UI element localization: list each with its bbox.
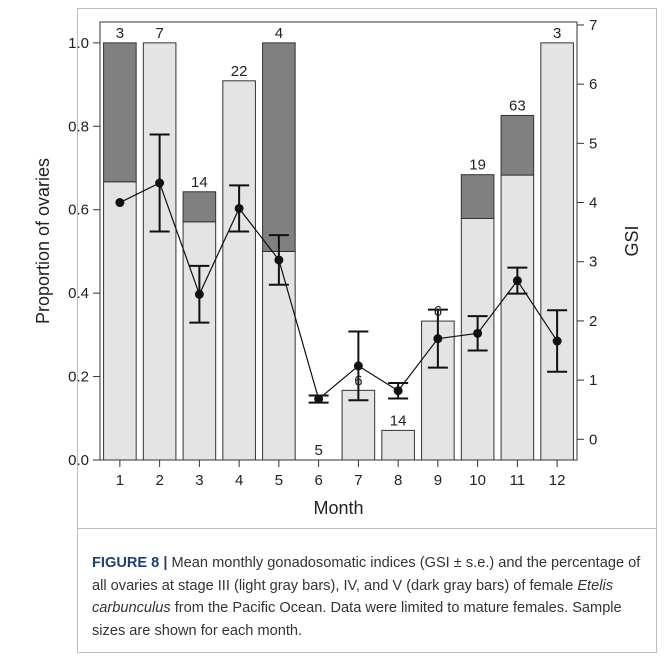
- bars-layer: [103, 42, 574, 461]
- sample-size-label-9: 6: [434, 303, 442, 320]
- bar-stage-iv-v-1: [103, 42, 137, 183]
- bar-stage-iii-4: [222, 80, 256, 461]
- y-axis-left-label: Proportion of ovaries: [33, 158, 53, 324]
- gsi-point-8: [393, 386, 403, 396]
- sample-size-label-2: 7: [155, 25, 163, 42]
- x-tick-label-3: 3: [195, 472, 203, 489]
- sample-size-label-10: 19: [469, 157, 486, 174]
- caption-text-1: Mean monthly gonadosomatic indices (GSI …: [92, 555, 641, 594]
- y-left-tick-label-0.8: 0.8: [68, 118, 89, 135]
- bar-stage-iv-v-3: [182, 191, 217, 223]
- bar-stage-iv-v-5: [262, 42, 296, 252]
- y-left-tick-label-0.0: 0.0: [68, 452, 89, 469]
- bar-stage-iii-8: [381, 429, 415, 461]
- x-tick-label-6: 6: [314, 472, 322, 489]
- sample-size-label-8: 14: [390, 412, 407, 429]
- sample-size-label-12: 3: [553, 25, 561, 42]
- x-tick-label-5: 5: [275, 472, 283, 489]
- gsi-layer: [115, 133, 568, 404]
- x-tick-label-4: 4: [235, 472, 243, 489]
- y-right-tick-label-4: 4: [589, 195, 597, 212]
- counts-layer: 3 7 14 22 4 5 6 14 6 19 63 3: [116, 25, 562, 459]
- bar-stage-iii-7: [341, 389, 376, 461]
- sample-size-label-6: 5: [314, 442, 322, 459]
- y-right-tick-label-2: 2: [589, 313, 597, 330]
- x-tick-label-9: 9: [434, 472, 442, 489]
- sample-size-label-7: 6: [354, 372, 362, 389]
- bar-stage-iii-12: [540, 42, 574, 461]
- figure-caption: FIGURE 8 | Mean monthly gonadosomatic in…: [92, 552, 647, 642]
- gsi-point-10: [473, 328, 483, 338]
- gsi-point-5: [274, 255, 284, 265]
- bar-stage-iii-3: [182, 221, 217, 461]
- x-tick-label-12: 12: [549, 472, 566, 489]
- x-tick-label-8: 8: [394, 472, 402, 489]
- bar-stage-iii-2: [142, 42, 177, 461]
- y-right-tick-label-3: 3: [589, 254, 597, 271]
- y-axis-right-label: GSI: [622, 225, 642, 256]
- y-left-tick-label-0.6: 0.6: [68, 202, 89, 219]
- bar-stage-iv-v-10: [460, 174, 495, 219]
- x-tick-label-7: 7: [354, 472, 362, 489]
- bar-stage-iii-11: [500, 174, 535, 461]
- y-left-tick-label-0.2: 0.2: [68, 369, 89, 386]
- gsi-point-9: [433, 334, 443, 344]
- gsi-point-4: [234, 203, 244, 213]
- caption-species: Etelis carbunculus: [92, 577, 614, 617]
- sample-size-label-5: 4: [275, 25, 283, 42]
- gsi-point-11: [512, 276, 522, 286]
- y-left-tick-label-1.0: 1.0: [68, 35, 89, 52]
- y-right-tick-label-7: 7: [589, 17, 597, 34]
- x-tick-label-1: 1: [116, 472, 124, 489]
- caption-figure-label: FIGURE 8 |: [92, 555, 168, 571]
- sample-size-label-3: 14: [191, 174, 208, 191]
- y-right-tick-label-1: 1: [589, 372, 597, 389]
- gsi-point-12: [552, 336, 562, 346]
- gsi-point-6: [314, 394, 324, 404]
- y-right-tick-label-5: 5: [589, 135, 597, 152]
- x-tick-label-2: 2: [155, 472, 163, 489]
- bar-stage-iv-v-11: [500, 114, 535, 176]
- figure-frame: [77, 8, 657, 653]
- x-tick-label-10: 10: [469, 472, 486, 489]
- bar-stage-iii-1: [103, 181, 137, 461]
- caption-divider: [77, 528, 657, 529]
- x-axis-label: Month: [313, 498, 363, 518]
- sample-size-label-4: 22: [231, 63, 248, 80]
- sample-size-label-11: 63: [509, 97, 526, 114]
- caption-text-2: from the Pacific Ocean. Data were limite…: [92, 600, 622, 639]
- sample-size-label-1: 3: [116, 25, 124, 42]
- gsi-line: [119, 182, 558, 401]
- y-right-tick-label-0: 0: [589, 431, 597, 448]
- y-right-tick-label-6: 6: [589, 76, 597, 93]
- x-tick-label-11: 11: [510, 472, 526, 489]
- gsi-point-7: [353, 361, 363, 371]
- y-left-tick-label-0.4: 0.4: [68, 285, 89, 302]
- plot-frame: [99, 21, 578, 461]
- gsi-point-1: [115, 198, 125, 208]
- gsi-point-2: [155, 178, 165, 188]
- gsi-point-3: [194, 289, 204, 299]
